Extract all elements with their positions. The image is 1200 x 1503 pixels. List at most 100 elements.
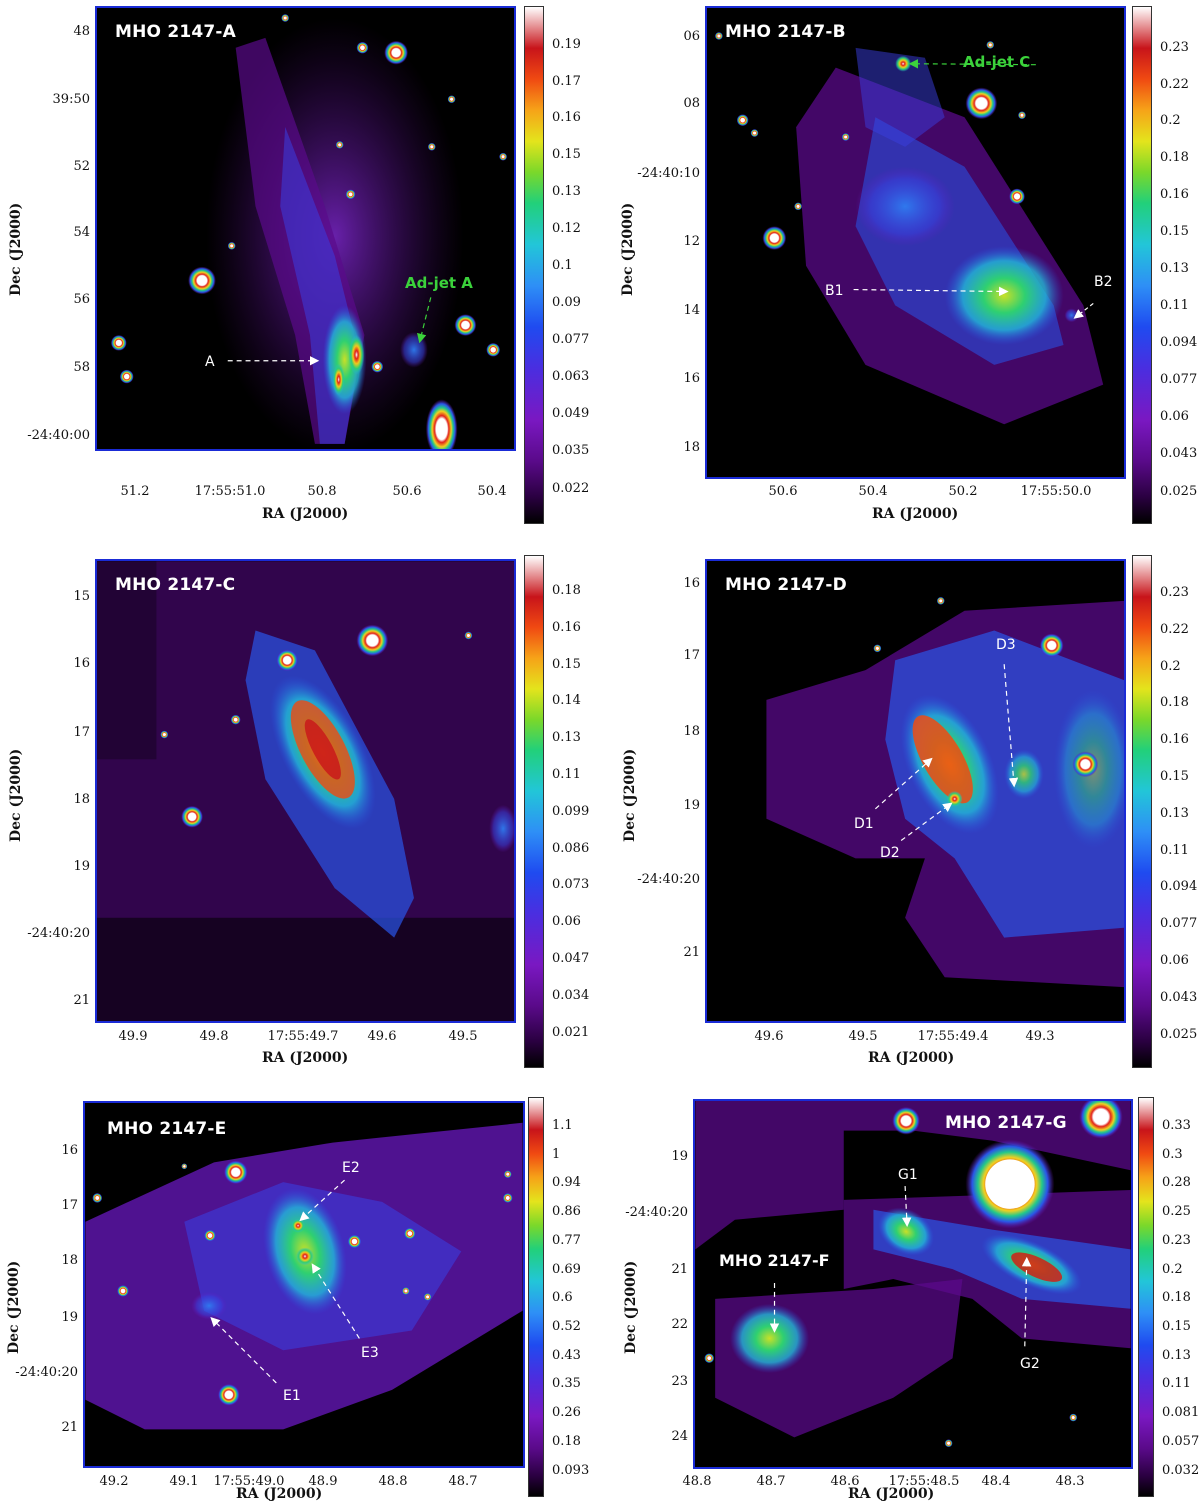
cbar-tick: 0.13 — [1160, 261, 1189, 276]
cbar-tick: 0.33 — [1162, 1118, 1191, 1133]
ytick: 19 — [61, 1310, 78, 1325]
cbar-tick: 0.15 — [1160, 769, 1189, 784]
cbar-tick: 0.025 — [1160, 1027, 1198, 1042]
cbar-tick: 0.16 — [1160, 187, 1189, 202]
ytick: 39:50 — [52, 92, 90, 107]
cbar-tick: 0.077 — [1160, 372, 1198, 387]
cbar-tick: 0.14 — [552, 693, 581, 708]
ytick: -24:40:20 — [625, 1205, 688, 1220]
y-axis-label-a: Dec (J2000) — [8, 202, 24, 296]
cbar-tick: 0.077 — [552, 332, 590, 347]
panel-title-f: MHO 2147-F — [719, 1251, 830, 1270]
cbar-tick: 0.086 — [552, 841, 590, 856]
ytick: 21 — [61, 1420, 78, 1435]
xtick: 49.6 — [367, 1029, 397, 1044]
cbar-tick: 0.12 — [552, 221, 581, 236]
xtick: 17:55:49.0 — [213, 1474, 285, 1489]
ytick: 17 — [683, 648, 700, 663]
x-axis-label-d: RA (J2000) — [868, 1050, 955, 1066]
xtick: 49.5 — [448, 1029, 478, 1044]
x-axis-label-e: RA (J2000) — [236, 1486, 323, 1502]
cbar-tick: 0.86 — [552, 1204, 581, 1219]
cbar-tick: 0.18 — [1160, 695, 1189, 710]
ytick: 06 — [683, 29, 700, 44]
emission-image-d — [766, 596, 1124, 988]
cbar-tick: 0.1 — [552, 258, 573, 273]
xtick: 48.3 — [1055, 1474, 1085, 1489]
cbar-tick: 0.15 — [1160, 224, 1189, 239]
cbar-tick: 0.093 — [552, 1463, 590, 1478]
panel-title-g: MHO 2147-G — [945, 1113, 1067, 1133]
cbar-tick: 0.081 — [1162, 1405, 1200, 1420]
xtick: 49.3 — [1025, 1029, 1055, 1044]
cbar-tick: 0.034 — [552, 988, 590, 1003]
cbar-tick: 0.35 — [552, 1376, 581, 1391]
ytick: 16 — [683, 576, 700, 591]
label-b2: B2 — [1094, 274, 1113, 290]
xtick: 17:55:49.4 — [917, 1029, 989, 1044]
xtick: 49.2 — [99, 1474, 129, 1489]
cbar-tick: 0.099 — [552, 804, 590, 819]
xtick: 17:55:50.0 — [1020, 484, 1092, 499]
ytick: 54 — [73, 225, 90, 240]
colorbar-g — [1138, 1097, 1154, 1497]
cbar-tick: 0.17 — [552, 74, 581, 89]
label-e3: E3 — [361, 1345, 379, 1361]
cbar-tick: 0.13 — [552, 184, 581, 199]
cbar-tick: 0.049 — [552, 406, 590, 421]
label-adjet-a: Ad-jet A — [405, 274, 473, 292]
ytick: -24:40:20 — [27, 926, 90, 941]
colorbar-d — [1132, 555, 1152, 1068]
cbar-tick: 0.094 — [1160, 879, 1198, 894]
cbar-tick: 0.94 — [552, 1175, 581, 1190]
cbar-tick: 0.13 — [1160, 806, 1189, 821]
cbar-tick: 0.022 — [552, 481, 590, 496]
y-axis-label-g: Dec (J2000) — [623, 1260, 639, 1354]
ytick: 22 — [671, 1317, 688, 1332]
ytick: 19 — [671, 1149, 688, 1164]
ytick: 58 — [73, 360, 90, 375]
image-frame-c: MHO 2147-C — [95, 559, 516, 1023]
cbar-tick: 0.11 — [1160, 298, 1189, 313]
xtick: 50.6 — [768, 484, 798, 499]
emission-image-b — [714, 32, 1104, 425]
cbar-tick: 0.18 — [1160, 150, 1189, 165]
emission-image-c — [97, 561, 514, 1021]
xtick: 50.4 — [858, 484, 888, 499]
xtick: 48.7 — [756, 1474, 786, 1489]
cbar-tick: 0.2 — [1160, 113, 1181, 128]
xtick: 48.4 — [981, 1474, 1011, 1489]
cbar-tick: 0.6 — [552, 1290, 573, 1305]
x-axis-label-g: RA (J2000) — [848, 1486, 935, 1502]
ytick: 21 — [73, 993, 90, 1008]
xtick: 48.9 — [308, 1474, 338, 1489]
panel-title-b: MHO 2147-B — [725, 22, 846, 42]
ytick: 21 — [671, 1262, 688, 1277]
y-axis-label-e: Dec (J2000) — [6, 1260, 22, 1354]
cbar-tick: 0.18 — [552, 1434, 581, 1449]
cbar-tick: 0.077 — [1160, 916, 1198, 931]
label-adjet-c: Ad-jet C — [963, 53, 1031, 71]
cbar-tick: 0.16 — [1160, 732, 1189, 747]
ytick: -24:40:20 — [15, 1365, 78, 1380]
image-frame-e: MHO 2147-E E2 E3 E1 — [83, 1101, 525, 1468]
label-d1: D1 — [854, 816, 874, 832]
cbar-tick: 0.032 — [1162, 1463, 1200, 1478]
cbar-tick: 0.094 — [1160, 335, 1198, 350]
cbar-tick: 0.28 — [1162, 1175, 1191, 1190]
xtick: 49.9 — [118, 1029, 148, 1044]
cbar-tick: 0.23 — [1160, 40, 1189, 55]
ytick: 17 — [73, 725, 90, 740]
y-axis-label-b: Dec (J2000) — [620, 202, 636, 296]
cbar-tick: 1.1 — [552, 1118, 573, 1133]
xtick: 48.7 — [448, 1474, 478, 1489]
panel-title-c: MHO 2147-C — [115, 575, 236, 595]
xtick: 48.8 — [378, 1474, 408, 1489]
cbar-tick: 0.13 — [1162, 1348, 1191, 1363]
cbar-tick: 0.18 — [1162, 1290, 1191, 1305]
ytick: 18 — [73, 792, 90, 807]
cbar-tick: 0.021 — [552, 1025, 590, 1040]
cbar-tick: 0.16 — [552, 110, 581, 125]
label-e1: E1 — [283, 1388, 301, 1404]
ytick: 52 — [73, 159, 90, 174]
